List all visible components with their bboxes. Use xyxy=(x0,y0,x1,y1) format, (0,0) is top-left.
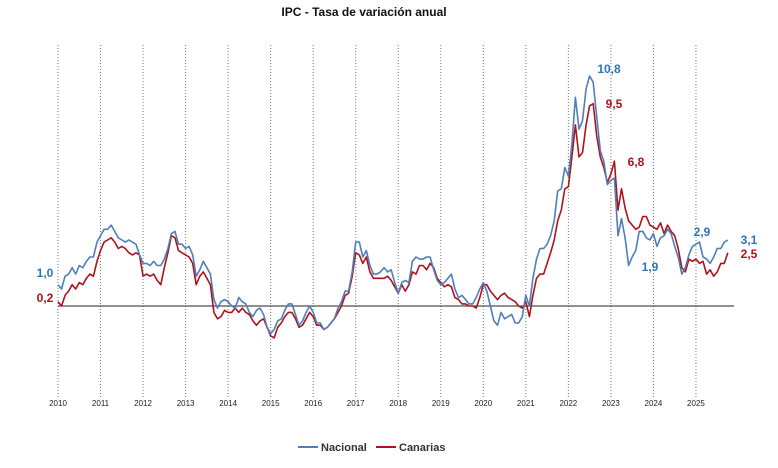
legend-label-nacional: Nacional xyxy=(321,442,367,454)
legend: Nacional Canarias xyxy=(298,442,445,454)
x-tick-label: 2017 xyxy=(347,399,365,408)
annotation-label: 10,8 xyxy=(597,62,621,76)
annotation-label: 9,5 xyxy=(606,97,623,111)
x-tick-label: 2022 xyxy=(559,399,577,408)
data-annotations: 1,0 0,2 10,8 9,5 6,8 1,9 2,9 3,12,5 xyxy=(37,62,758,305)
annotation-label: 0,2 xyxy=(37,291,54,305)
x-tick-label: 2011 xyxy=(92,399,110,408)
annotation-label: 2,9 xyxy=(694,225,711,239)
annotation-label: 1,0 xyxy=(37,266,54,280)
x-tick-label: 2014 xyxy=(219,399,237,408)
x-tick-label: 2025 xyxy=(687,399,705,408)
x-tick-label: 2021 xyxy=(517,399,535,408)
x-tick-label: 2013 xyxy=(177,399,195,408)
x-tick-label: 2015 xyxy=(262,399,280,408)
x-axis-ticks: 2010 2011 2012 2013 2014 2015 2016 2017 2018 2019… xyxy=(49,399,705,408)
x-tick-label: 2010 xyxy=(49,399,67,408)
annotation-label: 1,9 xyxy=(642,260,659,274)
chart-title: IPC - Tasa de variación anual xyxy=(281,5,446,19)
year-gridlines xyxy=(57,45,697,398)
series-line-canarias xyxy=(57,102,729,339)
annotation-label: 3,1 xyxy=(741,233,758,247)
x-tick-label: 2024 xyxy=(645,399,663,408)
x-tick-label: 2019 xyxy=(432,399,450,408)
x-tick-label: 2012 xyxy=(134,399,152,408)
x-tick-label: 2016 xyxy=(304,399,322,408)
x-tick-label: 2023 xyxy=(602,399,620,408)
x-tick-label: 2018 xyxy=(389,399,407,408)
legend-label-canarias: Canarias xyxy=(399,442,445,454)
annotation-label: 2,5 xyxy=(741,247,758,261)
annotation-label: 6,8 xyxy=(628,155,645,169)
series-line-nacional xyxy=(57,75,729,335)
x-tick-label: 2020 xyxy=(474,399,492,408)
series-lines xyxy=(57,75,729,339)
